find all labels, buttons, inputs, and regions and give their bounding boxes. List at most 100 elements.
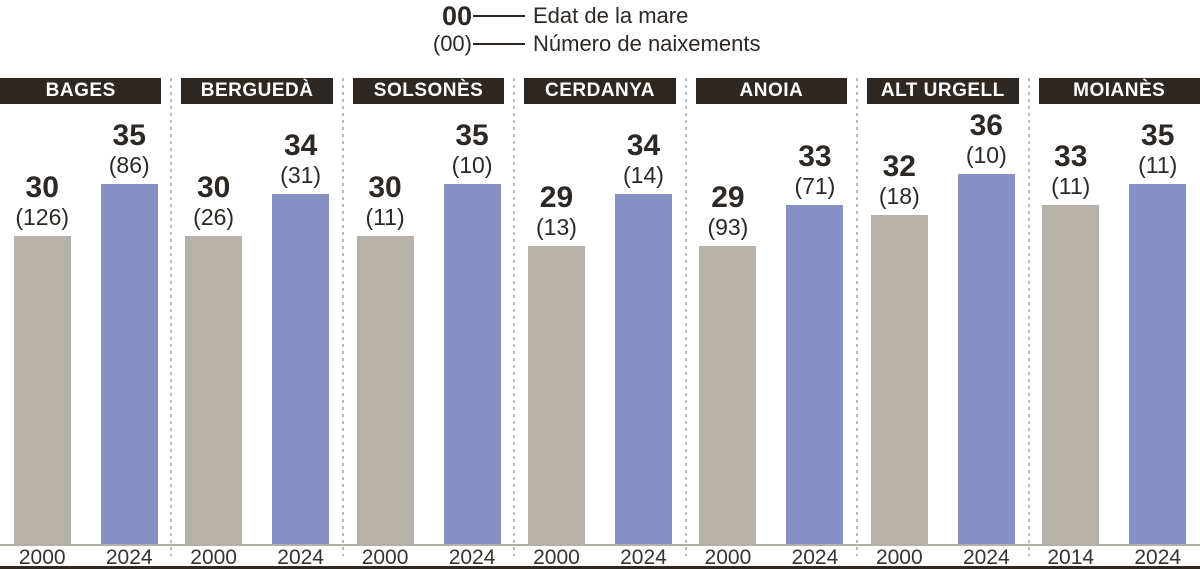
panel-separator-dotted-line [1027, 78, 1030, 556]
age-value-label: 35 [455, 119, 489, 153]
age-value-label: 29 [539, 181, 574, 215]
births-count-label: (31) [280, 161, 322, 188]
chart-area: 30 (26) 34 (31) [171, 104, 342, 544]
chart-area: 29 (93) 33 (71) [686, 104, 857, 544]
year-label: 2000 [190, 546, 237, 569]
region-panel: ALT URGELL 32 (18) 36 (10) 2000 2024 [857, 78, 1030, 569]
year-label: 2024 [962, 546, 1010, 569]
legend-age-symbol: 00 [441, 0, 472, 31]
region-header: BAGES [0, 78, 162, 104]
age-value-label: 34 [626, 129, 661, 163]
legend-births-symbol: (00) [432, 31, 472, 56]
panel-separator-dotted-line [684, 78, 687, 556]
chart-area: 30 (126) 35 (86) [0, 104, 171, 544]
births-count-label: (13) [536, 213, 577, 240]
births-count-label: (11) [1138, 151, 1178, 178]
births-count-label: (11) [1051, 172, 1091, 199]
year-label: 2024 [791, 546, 839, 569]
region-header: BERGUEDÀ [181, 78, 333, 104]
bar-2000 [185, 236, 243, 544]
chart-area: 29 (13) 34 (14) [514, 104, 685, 544]
axis-baseline [342, 544, 515, 546]
years-row: 2000 2024 [514, 546, 685, 569]
births-count-label: (71) [794, 172, 836, 199]
births-count-label: (11) [365, 203, 405, 230]
region-panels: BAGES 30 (126) 35 (86) 2000 2024 BERGUEDÀ 30 (26)… [0, 78, 1200, 569]
bar-2024 [100, 184, 158, 544]
legend-births-connector-line [473, 43, 525, 45]
panel-separator-dotted-line [341, 78, 344, 556]
age-value-label: 32 [882, 150, 916, 184]
age-value-label: 34 [283, 129, 318, 163]
year-label: 2024 [1134, 546, 1182, 569]
axis-baseline [685, 544, 858, 546]
chart-area: 30 (11) 35 (10) [343, 104, 514, 544]
bar-group-2000: 30 (126) [13, 171, 71, 544]
chart-area: 32 (18) 36 (10) [857, 104, 1028, 544]
births-count-label: (126) [15, 203, 70, 230]
bar-2024 [1129, 184, 1187, 544]
years-row: 2000 2024 [686, 546, 857, 569]
bar-group-2024: 34 (31) [272, 129, 330, 544]
years-row: 2000 2024 [0, 546, 171, 569]
region-panel: MOIANÈS 33 (11) 35 (11) 2014 2024 [1028, 78, 1200, 569]
births-count-label: (26) [193, 203, 235, 230]
births-count-label: (10) [965, 141, 1007, 168]
bar-group-2000: 29 (13) [527, 181, 585, 544]
years-row: 2000 2024 [343, 546, 514, 569]
years-row: 2014 2024 [1029, 546, 1200, 569]
bar-2024 [272, 194, 330, 544]
year-label: 2014 [1047, 546, 1095, 569]
bar-2024 [957, 174, 1015, 544]
legend-age-row: 00 Edat de la mare [427, 2, 1200, 30]
bar-group-2024: 35 (11) [1129, 119, 1187, 544]
bar-group-2024: 35 (10) [443, 119, 501, 544]
bar-group-2000: 30 (26) [185, 171, 243, 544]
age-value-label: 30 [196, 171, 231, 205]
age-value-label: 29 [711, 181, 745, 215]
bar-group-2024: 33 (71) [786, 141, 844, 544]
legend-births-label: Número de naixements [533, 31, 761, 56]
bar-group-2014: 33 (11) [1042, 141, 1100, 544]
region-header: ALT URGELL [867, 78, 1019, 104]
legend-age-label: Edat de la mare [533, 3, 689, 28]
region-panel: CERDANYA 29 (13) 34 (14) 2000 2024 [514, 78, 687, 569]
year-label: 2000 [18, 546, 66, 569]
year-label: 2024 [277, 546, 324, 569]
bar-2000 [870, 215, 928, 544]
legend-age-connector-line [473, 15, 525, 17]
age-value-label: 30 [25, 171, 59, 205]
axis-baseline [514, 544, 686, 546]
region-panel: SOLSONÈS 30 (11) 35 (10) 2000 2024 [342, 78, 516, 569]
panel-separator-dotted-line [170, 78, 173, 556]
region-panel: BERGUEDÀ 30 (26) 34 (31) 2000 2024 [171, 78, 344, 569]
bar-2024 [443, 184, 501, 544]
age-value-label: 35 [112, 119, 146, 153]
legend-births-row: (00) Número de naixements [427, 30, 1200, 58]
legend: 00 Edat de la mare (00) Número de naixem… [0, 0, 1200, 78]
years-row: 2000 2024 [171, 546, 342, 569]
births-count-label: (14) [623, 161, 664, 188]
panel-separator-dotted-line [856, 78, 859, 556]
region-header: SOLSONÈS [352, 78, 505, 104]
bar-2000 [699, 246, 757, 544]
year-label: 2024 [105, 546, 153, 569]
year-label: 2024 [448, 546, 496, 569]
year-label: 2000 [533, 546, 580, 569]
bottom-border-line [0, 566, 1200, 569]
age-value-label: 35 [1141, 119, 1175, 153]
region-header: MOIANÈS [1038, 78, 1200, 104]
bar-group-2000: 32 (18) [870, 150, 928, 544]
chart-area: 33 (11) 35 (11) [1029, 104, 1200, 544]
bar-group-2024: 34 (14) [614, 129, 672, 544]
bar-2000 [356, 236, 414, 544]
bar-2014 [1042, 205, 1100, 544]
year-label: 2000 [361, 546, 409, 569]
births-count-label: (10) [451, 151, 493, 178]
year-label: 2000 [704, 546, 752, 569]
bar-group-2000: 30 (11) [356, 172, 414, 544]
axis-baseline [0, 544, 172, 546]
panel-separator-dotted-line [513, 78, 516, 556]
bar-group-2024: 35 (86) [100, 119, 158, 544]
bar-2024 [614, 194, 672, 544]
